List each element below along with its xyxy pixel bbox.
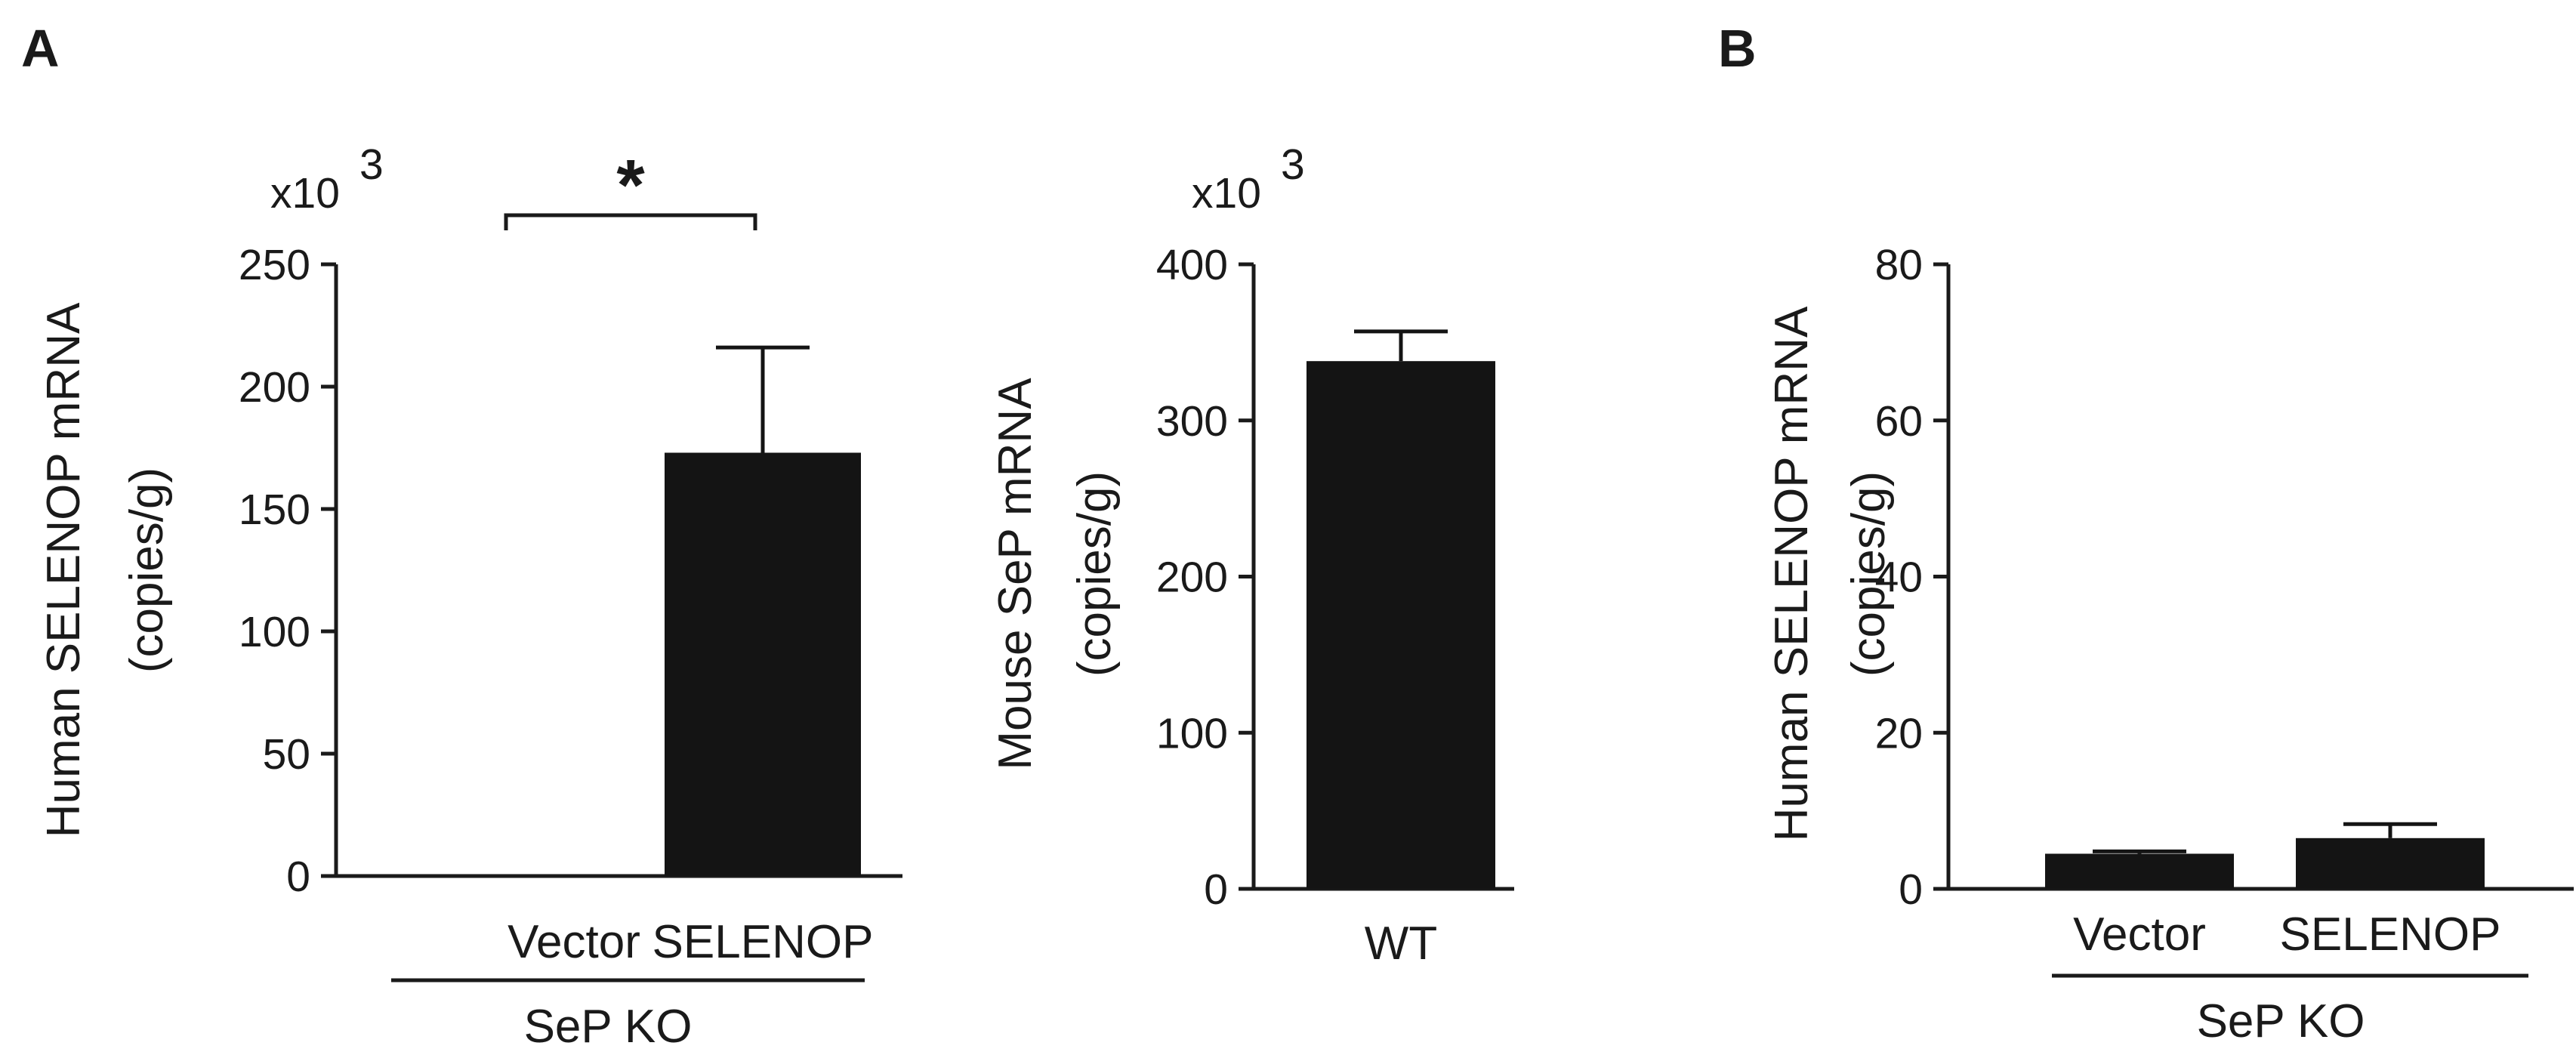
bar-vector bbox=[2045, 853, 2234, 889]
y-tick-label: 200 bbox=[1156, 554, 1228, 602]
x-category-label: WT bbox=[1365, 918, 1437, 970]
group-label: SeP KO bbox=[524, 1001, 693, 1053]
y-axis-unit-label: (copies/g) bbox=[121, 467, 173, 673]
y-multiplier-label: x10 bbox=[1192, 169, 1261, 217]
y-tick-label: 50 bbox=[263, 730, 310, 779]
bar-wt bbox=[1307, 361, 1495, 889]
x-category-label: Vector bbox=[2073, 908, 2206, 961]
y-tick-label: 100 bbox=[1156, 709, 1228, 757]
bar-selenop bbox=[665, 452, 861, 876]
y-multiplier-exponent: 3 bbox=[359, 140, 384, 189]
y-tick-label: 80 bbox=[1875, 241, 1923, 289]
y-axis-label: Mouse SeP mRNA bbox=[989, 378, 1041, 770]
chart-b-human-selenop: 0 20 40 60 80 Human SELENOP mRNA (copies/g) Vec… bbox=[1766, 241, 2574, 1047]
y-tick-label: 60 bbox=[1875, 397, 1923, 446]
y-tick-label: 40 bbox=[1875, 554, 1923, 602]
chart-a-mouse-sep: 0 100 200 300 400 Mouse SeP mRNA (copies/g) x10… bbox=[989, 140, 1514, 970]
y-axis-label: Human SELENOP mRNA bbox=[38, 302, 90, 838]
y-axis-unit-label: (copies/g) bbox=[1069, 471, 1121, 677]
bar-selenop bbox=[2296, 838, 2485, 889]
y-tick-label: 0 bbox=[1204, 865, 1228, 914]
y-tick-label: 100 bbox=[239, 608, 310, 656]
panel-label-a: A bbox=[21, 19, 60, 78]
y-tick-label: 400 bbox=[1156, 241, 1228, 289]
y-tick-label: 200 bbox=[239, 363, 310, 412]
y-multiplier-label: x10 bbox=[270, 169, 340, 217]
group-label: SeP KO bbox=[2197, 995, 2365, 1047]
chart-a-human-selenop: 0 50 100 150 200 250 Human SELENOP mRNA (copies… bbox=[38, 140, 902, 1053]
y-tick-label: 300 bbox=[1156, 397, 1228, 446]
y-tick-label: 250 bbox=[239, 241, 310, 289]
significance-star: * bbox=[616, 145, 645, 226]
y-tick-label: 0 bbox=[1899, 865, 1923, 914]
x-category-label: Vector bbox=[507, 916, 640, 968]
significance-bracket bbox=[504, 213, 757, 230]
y-tick-label: 150 bbox=[239, 486, 310, 534]
y-tick-label: 20 bbox=[1875, 709, 1923, 757]
x-category-label: SELENOP bbox=[652, 916, 874, 968]
y-axis-label: Human SELENOP mRNA bbox=[1766, 306, 1818, 841]
y-multiplier-exponent: 3 bbox=[1281, 140, 1305, 189]
y-axis-unit-label: (copies/g) bbox=[1843, 471, 1895, 677]
y-tick-label: 0 bbox=[286, 853, 310, 901]
x-category-label: SELENOP bbox=[2280, 908, 2501, 961]
panel-label-b: B bbox=[1718, 19, 1757, 78]
